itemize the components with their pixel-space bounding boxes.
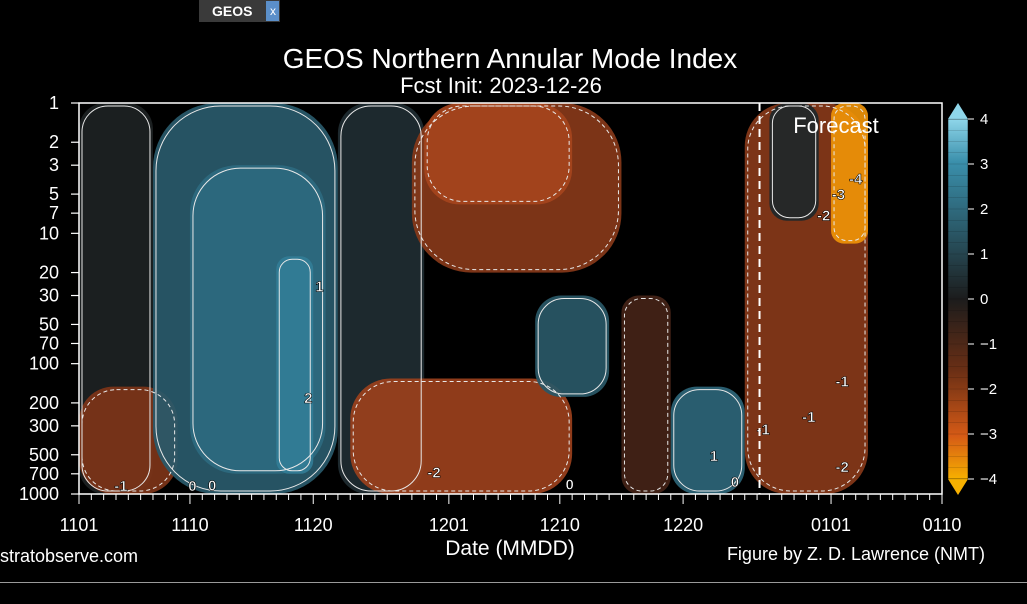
x-tick-label: 1220 bbox=[663, 515, 703, 535]
contour-label: -3 bbox=[832, 186, 845, 203]
contour-line bbox=[352, 381, 570, 492]
x-tick-label: 0101 bbox=[811, 515, 851, 535]
y-tick-label: 200 bbox=[29, 393, 59, 413]
y-tick-label: 30 bbox=[39, 286, 59, 306]
y-tick-label: 1000 bbox=[19, 484, 59, 504]
chart-title: GEOS Northern Annular Mode Index bbox=[283, 43, 737, 74]
bottom-bar bbox=[0, 582, 1027, 604]
y-tick-label: 2 bbox=[49, 132, 59, 152]
y-tick-label: 20 bbox=[39, 263, 59, 283]
contour-line bbox=[340, 105, 422, 492]
contour-label: 1 bbox=[710, 448, 718, 465]
heat-region bbox=[535, 295, 610, 397]
contour-line bbox=[747, 105, 866, 492]
x-tick-label: 1110 bbox=[171, 515, 208, 535]
source-text: stratobserve.com bbox=[0, 546, 138, 566]
colorbar-tick-label: 0 bbox=[980, 291, 988, 308]
colorbar-bottom-arrow bbox=[948, 479, 968, 495]
contour-label: 1 bbox=[315, 279, 323, 296]
x-tick-label: 1201 bbox=[429, 515, 469, 535]
contour-line bbox=[623, 298, 669, 492]
colorbar-tick-label: 2 bbox=[980, 201, 988, 218]
close-tab-button[interactable]: x bbox=[266, 1, 280, 21]
contour-line bbox=[81, 105, 151, 492]
contour-label: -1 bbox=[114, 478, 127, 495]
heat-region bbox=[350, 378, 573, 494]
tab-label: GEOS bbox=[212, 3, 253, 19]
chart-subtitle: Fcst Init: 2023-12-26 bbox=[400, 73, 602, 98]
y-tick-label: 1 bbox=[49, 93, 59, 113]
contour-label: 0 bbox=[566, 476, 574, 493]
heat-region bbox=[276, 256, 314, 474]
colorbar-tick-label: 3 bbox=[980, 156, 988, 173]
x-tick-label: 0110 bbox=[923, 515, 962, 535]
contour-label: -2 bbox=[427, 465, 440, 482]
y-tick-label: 10 bbox=[39, 223, 59, 243]
contour-line bbox=[771, 105, 817, 219]
forecast-label: Forecast bbox=[793, 113, 879, 138]
nam-chart: GEOS Northern Annular Mode Index Fcst In… bbox=[0, 43, 997, 566]
y-tick-label: 7 bbox=[49, 203, 59, 223]
colorbar-top-arrow bbox=[948, 103, 968, 119]
heat-region bbox=[424, 103, 573, 205]
contour-line bbox=[414, 105, 619, 271]
heat-region bbox=[769, 103, 819, 221]
colorbar-tick-label: −4 bbox=[980, 471, 997, 488]
x-axis-label: Date (MMDD) bbox=[445, 537, 575, 560]
x-tick-label: 1101 bbox=[60, 515, 99, 535]
heat-region bbox=[831, 103, 869, 244]
colorbar-tick-label: 4 bbox=[980, 111, 988, 128]
y-tick-label: 70 bbox=[39, 333, 59, 353]
contour-label: 0 bbox=[208, 477, 216, 494]
contour-line bbox=[426, 105, 570, 202]
contour-line bbox=[155, 105, 336, 492]
no-data-region bbox=[868, 103, 942, 494]
y-tick-label: 100 bbox=[29, 354, 59, 374]
contour-line bbox=[278, 258, 311, 472]
contour-label: 0 bbox=[731, 474, 739, 491]
contour-label: -4 bbox=[849, 171, 863, 188]
y-tick-label: 5 bbox=[49, 184, 59, 204]
contour-label: -1 bbox=[802, 409, 815, 426]
contour-line bbox=[673, 389, 743, 492]
heat-region bbox=[670, 386, 745, 494]
x-tick-label: 1210 bbox=[540, 515, 580, 535]
contour-label: -2 bbox=[835, 459, 848, 476]
contour-line bbox=[192, 167, 324, 472]
y-tick-label: 3 bbox=[49, 155, 59, 175]
contour-label: -1 bbox=[835, 374, 848, 391]
colorbar-tick-label: −1 bbox=[980, 336, 997, 353]
heat-region bbox=[621, 295, 671, 494]
contour-line bbox=[833, 105, 866, 242]
contour-line bbox=[81, 389, 176, 492]
credit-text: Figure by Z. D. Lawrence (NMT) bbox=[727, 544, 985, 564]
y-tick-label: 50 bbox=[39, 314, 59, 334]
y-tick-label: 700 bbox=[29, 464, 59, 484]
contour-line bbox=[537, 298, 607, 395]
contour-label: 0 bbox=[188, 478, 196, 495]
colorbar-tick-label: 1 bbox=[980, 246, 988, 263]
tab-geos[interactable]: GEOS x bbox=[199, 0, 281, 22]
y-tick-label: 300 bbox=[29, 416, 59, 436]
y-tick-label: 500 bbox=[29, 445, 59, 465]
colorbar-tick-label: −2 bbox=[980, 381, 997, 398]
colorbar-tick-label: −3 bbox=[980, 426, 997, 443]
contour-label: -2 bbox=[817, 208, 830, 225]
contour-label: 2 bbox=[304, 390, 312, 407]
x-tick-label: 1120 bbox=[294, 515, 333, 535]
